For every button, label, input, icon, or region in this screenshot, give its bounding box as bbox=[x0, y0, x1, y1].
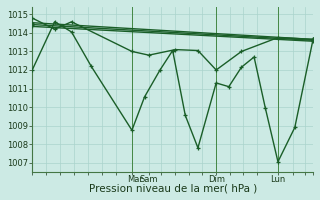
Text: Sam: Sam bbox=[140, 175, 158, 184]
X-axis label: Pression niveau de la mer( hPa ): Pression niveau de la mer( hPa ) bbox=[89, 183, 257, 193]
Text: Lun: Lun bbox=[270, 175, 285, 184]
Text: Mar: Mar bbox=[127, 175, 143, 184]
Text: Dim: Dim bbox=[208, 175, 225, 184]
